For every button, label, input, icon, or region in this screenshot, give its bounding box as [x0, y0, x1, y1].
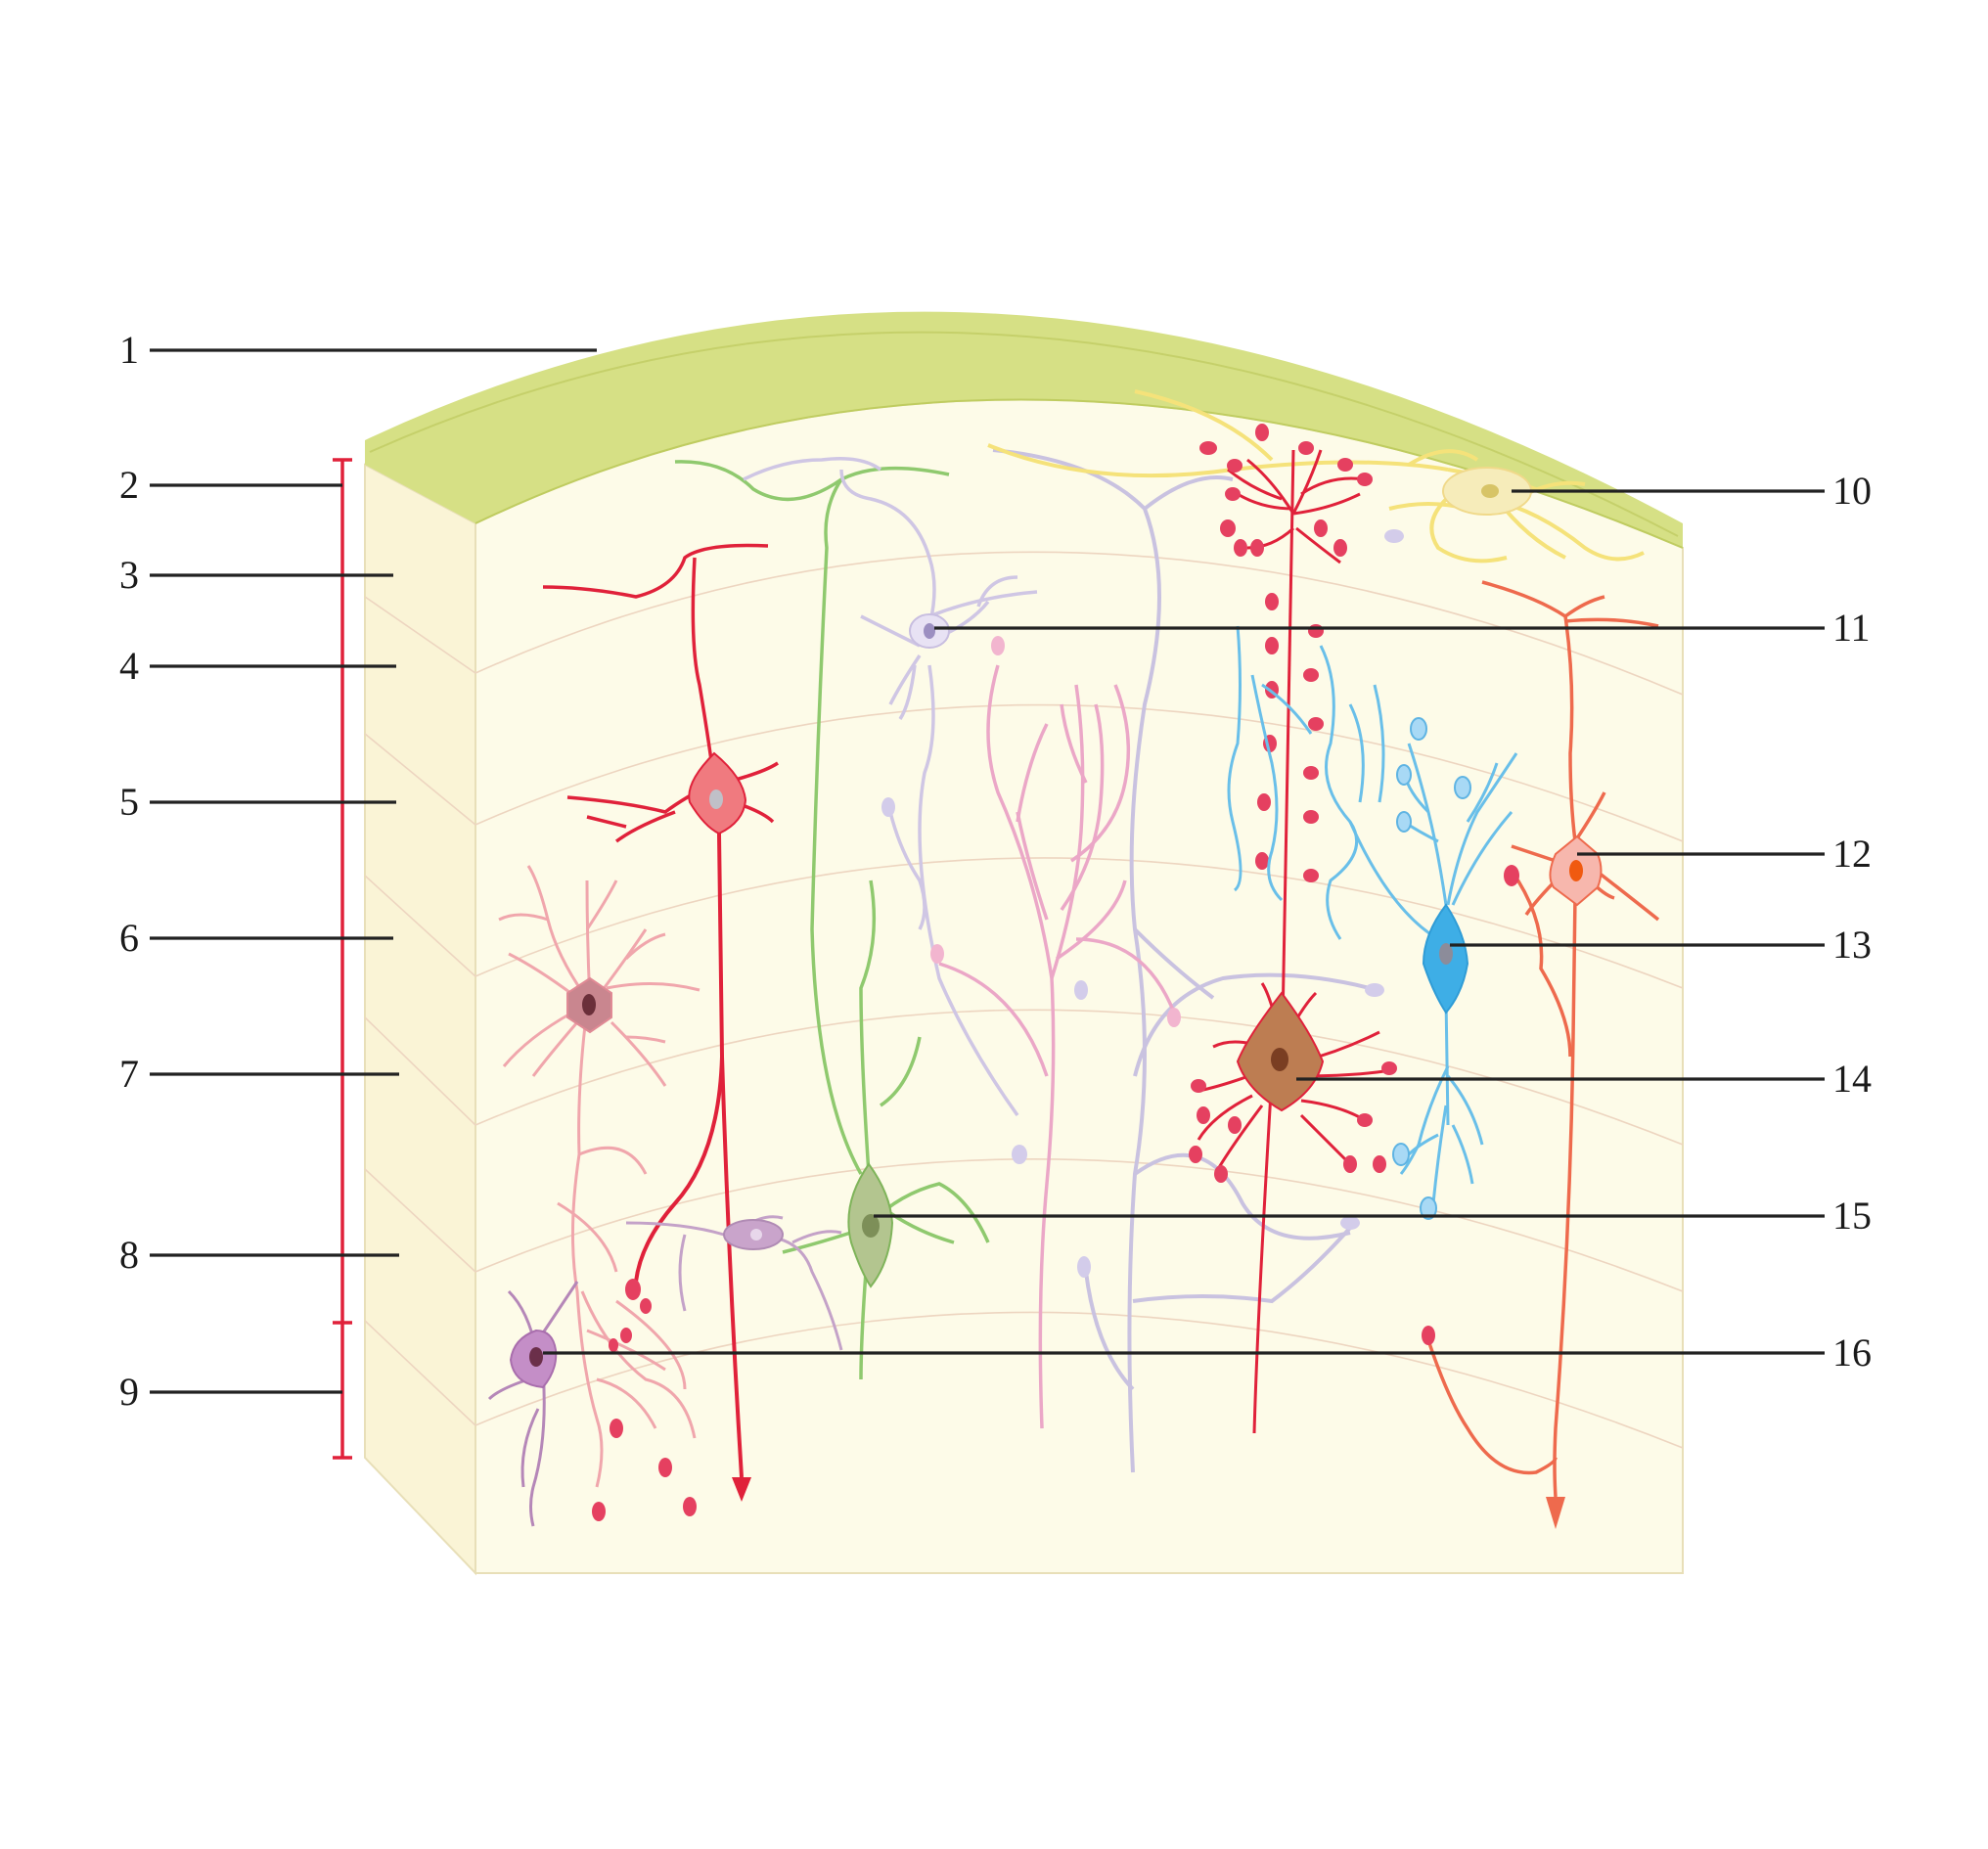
label-7: 7 — [119, 1052, 139, 1096]
label-15: 15 — [1832, 1194, 1872, 1238]
label-10: 10 — [1832, 469, 1872, 513]
label-4: 4 — [119, 644, 139, 688]
label-12: 12 — [1832, 832, 1872, 876]
label-11: 11 — [1832, 606, 1871, 650]
label-3: 3 — [119, 553, 139, 597]
label-13: 13 — [1832, 923, 1872, 967]
tissue-side-face — [365, 465, 475, 1573]
label-2: 2 — [119, 463, 139, 507]
layer-scale-bar — [333, 460, 352, 1458]
labels-right: 10 11 12 13 14 15 16 — [1832, 469, 1872, 1375]
label-6: 6 — [119, 916, 139, 960]
label-8: 8 — [119, 1233, 139, 1277]
label-5: 5 — [119, 780, 139, 824]
labels-left: 1 2 3 4 5 6 7 8 9 — [119, 328, 139, 1414]
label-1: 1 — [119, 328, 139, 372]
label-9: 9 — [119, 1370, 139, 1414]
label-14: 14 — [1832, 1057, 1872, 1101]
label-16: 16 — [1832, 1330, 1872, 1375]
